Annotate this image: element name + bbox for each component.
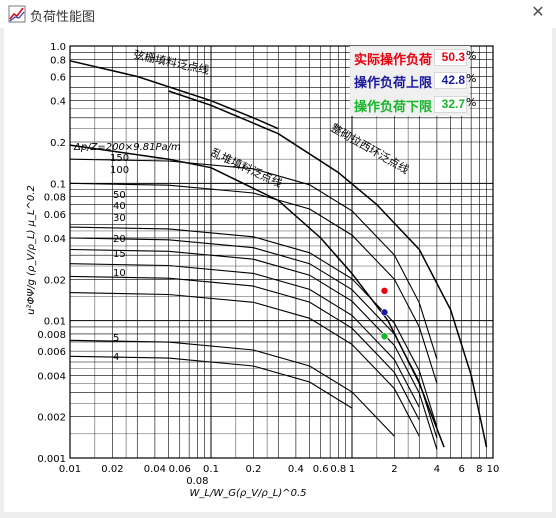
actual-load-value: 50.3 [434,49,467,66]
operating-load-legend: 实际操作负荷 50.3 % 操作负荷上限 42.8 % 操作负荷下限 32.7 … [350,46,476,116]
pressure-drop-label: 40 [113,201,126,212]
close-button[interactable]: ✕ [531,4,545,21]
pressure-drop-label: 4 [113,352,119,363]
y-tick-label: 0.004 [37,371,66,382]
x-tick-label: 10 [487,464,500,475]
y-axis-label: u²ΦΨ/g (ρ_V/ρ_L) μ_L^0.2 [26,185,37,315]
lower-load-unit: % [466,96,477,109]
pressure-drop-label: 20 [113,234,126,245]
legend-label-upper: 操作负荷上限 [354,76,433,91]
pressure-drop-label: 10 [113,268,126,279]
pressure-drop-curve [69,158,438,360]
operating-point-lower [380,332,389,341]
x-tick-label: 0.04 [144,464,166,475]
y-tick-label: 0.01 [44,317,66,328]
pressure-drop-curve [69,339,395,437]
window-frame-right [552,28,556,518]
x-tick-label: 8 [476,464,482,475]
pressure-drop-label: 50 [113,190,126,201]
operating-point-actual [380,286,389,295]
legend-row-actual: 实际操作负荷 50.3 % [354,49,476,68]
x-tick-label: 0.6 [313,464,329,475]
pressure-drop-label: 150 [110,153,129,164]
y-tick-label: 0.002 [37,413,66,424]
upper-load-value: 42.8 [434,72,467,89]
window-frame-left [0,28,4,518]
y-tick-label: 0.06 [44,210,66,221]
pressure-drop-label: 30 [113,213,126,224]
actual-load-unit: % [466,49,477,62]
x-tick-label: 2 [391,464,397,475]
x-tick-label: 0.4 [288,464,304,475]
pressure-drop-label: 5 [113,333,119,344]
window-frame-bottom [0,512,556,518]
y-tick-label: 0.04 [44,234,66,245]
pressure-drop-curve [69,292,420,437]
x-tick-label: 0.02 [101,464,123,475]
pressure-drop-title: Δp/Z=200×9.81Pa/m [73,142,181,153]
x-tick-label: 6 [459,464,465,475]
legend-row-upper: 操作负荷上限 42.8 % [354,72,476,91]
pressure-drop-curve [69,263,420,408]
pressure-drop-curve [69,275,420,421]
upper-load-unit: % [466,72,477,85]
y-tick-label: 0.1 [50,179,66,190]
y-tick-label: 0.4 [50,97,66,108]
x-tick-label-extra: 0.08 [186,476,208,487]
x-tick-label: 0.01 [59,464,81,475]
pressure-drop-curve [69,237,438,439]
title-bar[interactable]: 负荷性能图 ✕ [0,0,556,28]
x-tick-label: 0.2 [245,464,261,475]
x-axis-label: W_L/W_G(ρ_V/ρ_L)^0.5 [189,488,306,499]
y-tick-label: 0.008 [37,330,66,341]
pressure-drop-label: 15 [113,249,126,260]
y-tick-label: 0.2 [50,138,66,149]
legend-label-actual: 实际操作负荷 [354,53,433,68]
y-tick-label: 0.006 [37,347,66,358]
structured-flood-curve [69,60,279,130]
operating-point-upper [380,308,389,317]
pressure-drop-curve [69,355,353,409]
y-tick-label: 0.001 [37,454,66,465]
y-tick-label: 1.0 [50,42,66,53]
window-title: 负荷性能图 [30,10,96,25]
x-tick-label: 0.06 [169,464,191,475]
x-tick-label: 0.8 [330,464,346,475]
x-tick-label: 1 [349,464,355,475]
y-tick-label: 0.08 [44,193,66,204]
x-tick-label: 4 [434,464,440,475]
x-tick-label: 0.1 [203,464,219,475]
chart-app-icon [8,5,26,23]
legend-label-lower: 操作负荷下限 [354,100,433,115]
y-tick-label: 0.02 [44,275,66,286]
pressure-drop-curve [69,248,438,450]
ordered-flood-curve [168,90,488,448]
pressure-drop-curve [69,182,438,384]
lower-load-value: 32.7 [434,96,467,113]
pressure-drop-curve [69,226,438,428]
y-tick-label: 0.6 [50,72,66,83]
pressure-drop-label: 100 [110,165,129,176]
y-tick-label: 0.8 [50,55,66,66]
legend-row-lower: 操作负荷下限 32.7 % [354,96,476,115]
